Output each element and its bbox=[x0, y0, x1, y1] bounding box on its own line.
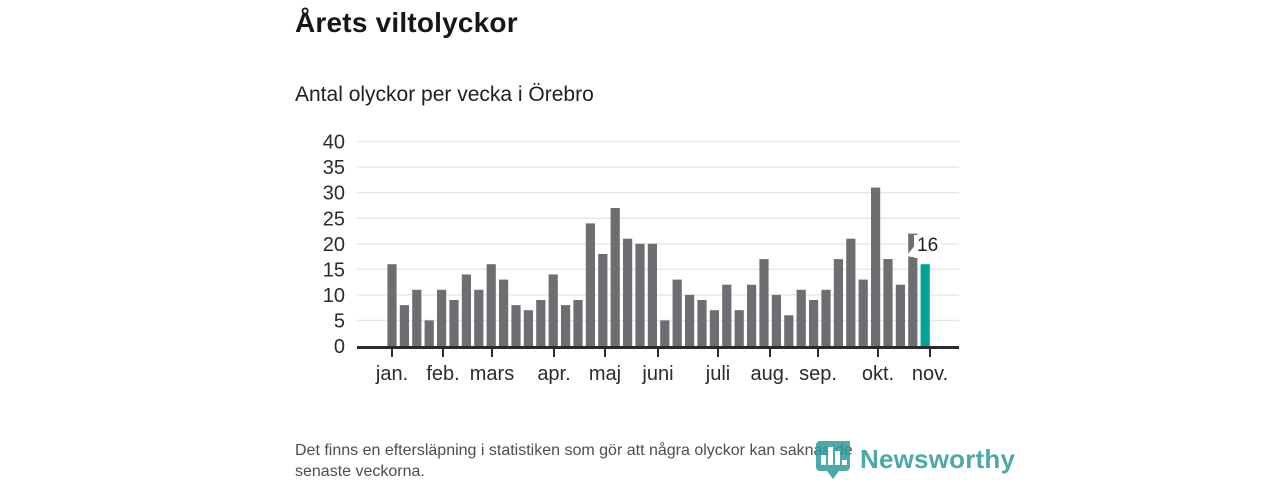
bar bbox=[895, 284, 905, 346]
bar bbox=[424, 320, 434, 346]
month-label: mars bbox=[470, 363, 514, 385]
bar bbox=[660, 320, 670, 346]
month-label: maj bbox=[589, 363, 621, 385]
y-axis-tick-label: 30 bbox=[323, 183, 345, 205]
bar bbox=[635, 243, 645, 346]
month-label: jan. bbox=[375, 363, 408, 385]
bar bbox=[771, 294, 781, 346]
month-label: aug. bbox=[751, 363, 790, 385]
month-label: apr. bbox=[537, 363, 570, 385]
page-title: Årets viltolyckor bbox=[295, 7, 518, 38]
bar bbox=[871, 187, 881, 346]
bar bbox=[883, 259, 893, 346]
bar bbox=[809, 300, 819, 346]
bar bbox=[697, 300, 707, 346]
bar bbox=[833, 259, 843, 346]
logo-wordmark: Newsworthy bbox=[860, 443, 1016, 474]
y-axis-tick-label: 35 bbox=[323, 157, 345, 179]
bar bbox=[784, 315, 794, 346]
bar bbox=[387, 264, 397, 346]
bar bbox=[734, 310, 744, 346]
latest-value-label: 16 bbox=[914, 235, 942, 258]
footnote-line: Det finns en eftersläpning i statistiken… bbox=[295, 442, 853, 459]
bar bbox=[399, 305, 409, 346]
bar bbox=[858, 279, 868, 346]
bar-chart: 0 5 10 15 20 25 30 35 40 jan. feb. mars apr. maj juni j… bbox=[323, 132, 959, 385]
bar bbox=[747, 284, 757, 346]
bar bbox=[561, 305, 571, 346]
bar bbox=[585, 223, 595, 346]
y-axis-tick-label: 0 bbox=[334, 336, 345, 358]
newsworthy-logo: Newsworthy bbox=[812, 438, 1015, 480]
y-axis-tick-label: 10 bbox=[323, 285, 345, 307]
y-axis-tick-label: 25 bbox=[323, 208, 345, 230]
y-axis-tick-label: 5 bbox=[334, 310, 345, 332]
bar bbox=[610, 208, 620, 346]
bar bbox=[548, 274, 558, 346]
y-axis-tick-label: 40 bbox=[323, 132, 345, 154]
month-label: feb. bbox=[426, 363, 459, 385]
footnote: Det finns en eftersläpning i statistiken… bbox=[295, 440, 853, 480]
bar bbox=[623, 238, 633, 346]
bar bbox=[846, 238, 856, 346]
chart-subtitle: Antal olyckor per vecka i Örebro bbox=[295, 83, 594, 106]
bar bbox=[672, 279, 682, 346]
month-label: juni bbox=[641, 363, 673, 385]
y-axis-tick-label: 15 bbox=[323, 259, 345, 281]
bar bbox=[759, 259, 769, 346]
bar-chart-pin-icon bbox=[816, 441, 850, 479]
bar bbox=[647, 243, 657, 346]
bar bbox=[437, 289, 447, 346]
y-axis-tick-label: 20 bbox=[323, 234, 345, 256]
bar bbox=[709, 310, 719, 346]
bar bbox=[536, 300, 546, 346]
bar bbox=[461, 274, 471, 346]
bar bbox=[796, 289, 806, 346]
bar bbox=[449, 300, 459, 346]
bar bbox=[486, 264, 496, 346]
bar bbox=[511, 305, 521, 346]
month-label: juli bbox=[705, 363, 730, 385]
bar bbox=[821, 289, 831, 346]
bar bbox=[598, 254, 608, 346]
bar bbox=[573, 300, 583, 346]
bar bbox=[523, 310, 533, 346]
bar bbox=[685, 294, 695, 346]
bar bbox=[499, 279, 509, 346]
bar-chart-svg: 0 5 10 15 20 25 30 35 40 jan. feb. mars apr. maj juni j… bbox=[323, 132, 959, 385]
bar bbox=[412, 289, 422, 346]
bar-highlight bbox=[920, 264, 930, 346]
month-label: nov. bbox=[912, 363, 948, 385]
month-label: sep. bbox=[799, 363, 837, 385]
month-label: okt. bbox=[862, 363, 894, 385]
bar bbox=[908, 233, 918, 346]
footnote-line: senaste veckorna. bbox=[295, 463, 425, 480]
bar bbox=[722, 284, 732, 346]
bar bbox=[474, 289, 484, 346]
